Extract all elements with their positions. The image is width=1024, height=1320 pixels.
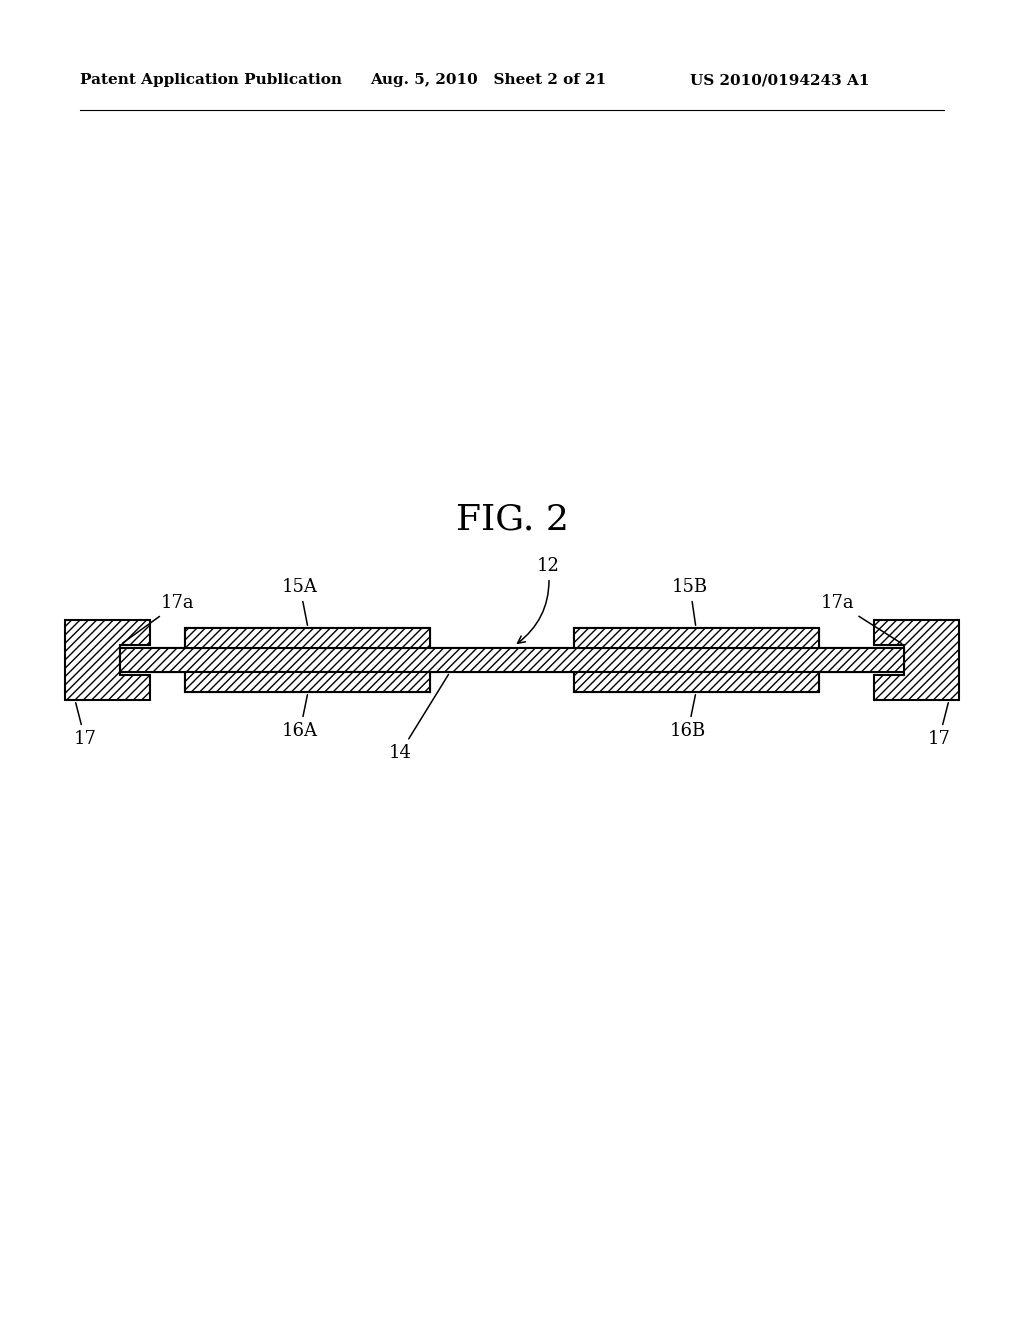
Bar — [120, 648, 904, 672]
Bar — [120, 648, 904, 672]
Text: 14: 14 — [388, 675, 449, 762]
Bar — [574, 672, 819, 692]
Polygon shape — [65, 620, 150, 700]
Text: 12: 12 — [517, 557, 559, 643]
Text: 17a: 17a — [122, 594, 195, 643]
Polygon shape — [874, 620, 959, 700]
Text: 15B: 15B — [672, 578, 708, 626]
Bar — [185, 672, 430, 692]
Bar — [185, 672, 430, 692]
Bar — [574, 672, 819, 692]
Bar — [574, 628, 819, 648]
Text: 17a: 17a — [821, 594, 902, 644]
Text: 16A: 16A — [282, 694, 318, 741]
Text: 17: 17 — [928, 702, 950, 748]
Text: US 2010/0194243 A1: US 2010/0194243 A1 — [690, 73, 869, 87]
Text: 17: 17 — [74, 702, 96, 748]
Text: Patent Application Publication: Patent Application Publication — [80, 73, 342, 87]
Text: Aug. 5, 2010   Sheet 2 of 21: Aug. 5, 2010 Sheet 2 of 21 — [370, 73, 606, 87]
Bar — [574, 628, 819, 648]
Text: FIG. 2: FIG. 2 — [456, 503, 568, 537]
Bar — [185, 628, 430, 648]
Text: 16B: 16B — [670, 694, 707, 741]
Text: 15A: 15A — [282, 578, 317, 626]
Bar — [185, 628, 430, 648]
